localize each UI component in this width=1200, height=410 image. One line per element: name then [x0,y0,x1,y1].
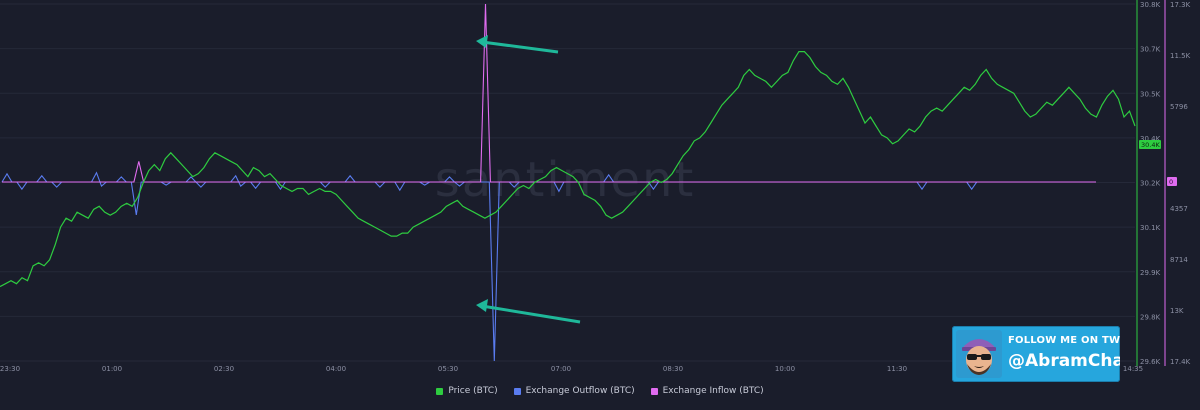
twitter-promo-banner: FOLLOW ME ON TWITTER @AbramChart [952,326,1120,382]
x-tick-label: 08:30 [663,365,683,373]
price-badge [1139,140,1161,149]
price-layer [0,50,1136,288]
avatar [956,330,1002,378]
y-left-tick-label: 30.2K [1140,180,1161,188]
promo-line-1: FOLLOW ME ON TWITTER [1008,335,1120,346]
y-left-tick-label: 30.7K [1140,46,1161,54]
legend: Price (BTC) Exchange Outflow (BTC) Exchang… [0,383,1200,399]
watermark: santiment [435,152,696,208]
legend-item[interactable]: Exchange Outflow (BTC) [513,386,635,396]
x-tick-label: 23:30 [0,365,20,373]
x-tick-label: 05:30 [438,365,458,373]
series-line-inflow [2,3,1096,183]
y-left-tick-label: 29.9K [1140,269,1161,277]
legend-label: Exchange Outflow (BTC) [525,386,635,396]
x-tick-label: 10:00 [775,365,795,373]
y-right-tick-label: 8714 [1170,256,1188,264]
flow-badge-label: 0 [1169,178,1173,186]
y-left-tick-label: 29.8K [1140,313,1161,321]
x-tick-label: 04:00 [326,365,346,373]
x-tick-label: 01:00 [102,365,122,373]
y-left-tick-label: 30.5K [1140,90,1161,98]
legend-swatch [650,387,658,395]
annotation-arrow-bottom [481,304,581,324]
legend-item[interactable]: Exchange Inflow (BTC) [650,386,764,396]
y-right-tick-label: 11.5K [1170,52,1191,60]
series-line-price [0,50,1136,288]
y-left-tick-label: 29.6K [1140,358,1161,366]
annotation-arrow-top [481,40,559,54]
price-badge-label: 30.4K [1141,141,1160,149]
y-right-tick-label: 5796 [1170,103,1188,111]
y-left-tick-label: 30.4K [1140,135,1161,143]
y-right-tick-label: 17.3K [1170,1,1191,9]
promo-line-2: @AbramChart [1008,351,1120,371]
legend-swatch [436,387,444,395]
flow-badge [1167,177,1177,186]
annotation-arrowhead-top [476,35,488,48]
y-left-tick-label: 30.8K [1140,1,1161,9]
x-tick-label: 07:00 [551,365,571,373]
y-right-tick-label: 13K [1170,307,1184,315]
x-tick-label: 11:30 [887,365,907,373]
flow-layer [1,3,1096,362]
annotation-arrowhead-bottom [476,299,488,312]
axis-layer: 30.8K 30.7K 30.5K 30.4K 30.2K 30.1K 29.9K 29.8K… [0,0,1191,373]
x-tick-label: 14:35 [1123,365,1143,373]
x-tick-label: 02:30 [214,365,234,373]
legend-label: Exchange Inflow (BTC) [662,386,764,396]
legend-item[interactable]: Price (BTC) [436,386,498,396]
y-left-tick-label: 30.1K [1140,224,1161,232]
legend-swatch [513,387,521,395]
arrow-layer [476,35,581,324]
y-right-tick-label: 17.4K [1170,358,1191,366]
y-right-tick-label: 4357 [1170,205,1188,213]
legend-label: Price (BTC) [448,386,498,396]
